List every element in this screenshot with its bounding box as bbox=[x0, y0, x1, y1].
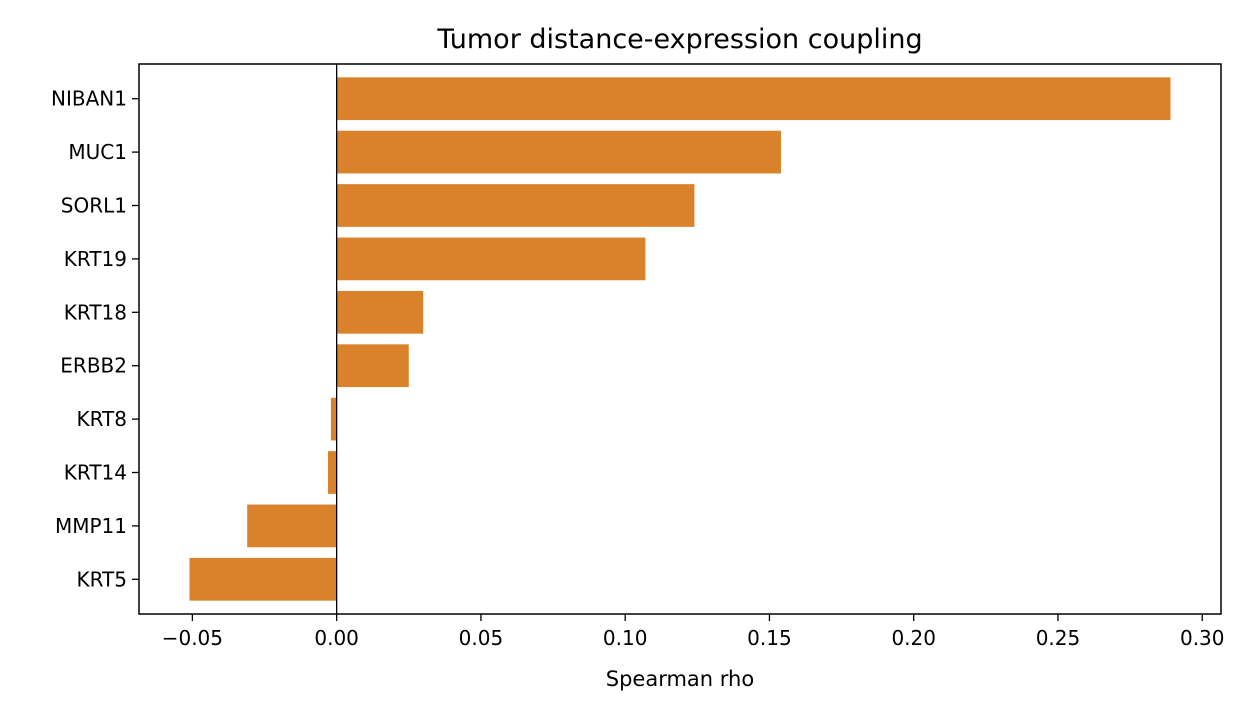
x-tick-label: 0.00 bbox=[314, 626, 359, 650]
bar-krt8 bbox=[330, 397, 337, 441]
x-tick-label: −0.05 bbox=[162, 626, 223, 650]
bar-sorl1 bbox=[336, 184, 695, 227]
y-tick-label-krt5: KRT5 bbox=[77, 567, 128, 591]
bar-krt18 bbox=[336, 290, 424, 334]
x-axis-label: Spearman rho bbox=[606, 667, 754, 691]
y-tick-label-krt18: KRT18 bbox=[64, 300, 127, 324]
y-tick-label-krt14: KRT14 bbox=[64, 460, 127, 484]
y-tick-label-erbb2: ERBB2 bbox=[60, 354, 127, 378]
bars-layer bbox=[189, 77, 1171, 601]
x-tick-label: 0.15 bbox=[747, 626, 792, 650]
x-tick-label: 0.25 bbox=[1036, 626, 1081, 650]
y-tick-label-niban1: NIBAN1 bbox=[51, 87, 127, 111]
x-axis: −0.05 0.00 0.05 0.10 0.15 0.20 0.25 0.30 bbox=[162, 614, 1225, 650]
x-tick-label: 0.05 bbox=[459, 626, 504, 650]
y-axis: NIBAN1 MUC1 SORL1 KRT19 KRT18 ERBB2 KRT8 KRT14 M… bbox=[51, 87, 139, 591]
bar-mmp11 bbox=[247, 504, 337, 548]
y-tick-label-muc1: MUC1 bbox=[68, 140, 127, 164]
chart-title: Tumor distance-expression coupling bbox=[436, 24, 922, 55]
bar-krt19 bbox=[336, 237, 646, 281]
y-tick-label-sorl1: SORL1 bbox=[61, 194, 127, 218]
bar-krt14 bbox=[327, 451, 337, 494]
bar-niban1 bbox=[336, 77, 1171, 121]
y-tick-label-krt19: KRT19 bbox=[64, 247, 127, 271]
bar-muc1 bbox=[336, 130, 781, 174]
x-tick-label: 0.10 bbox=[603, 626, 648, 650]
plot-frame bbox=[138, 63, 1222, 615]
y-tick-label-krt8: KRT8 bbox=[77, 407, 128, 431]
y-tick-label-mmp11: MMP11 bbox=[55, 514, 127, 538]
x-tick-label: 0.20 bbox=[891, 626, 936, 650]
bar-erbb2 bbox=[336, 344, 409, 388]
bar-krt5 bbox=[189, 557, 337, 601]
x-tick-label: 0.30 bbox=[1180, 626, 1225, 650]
